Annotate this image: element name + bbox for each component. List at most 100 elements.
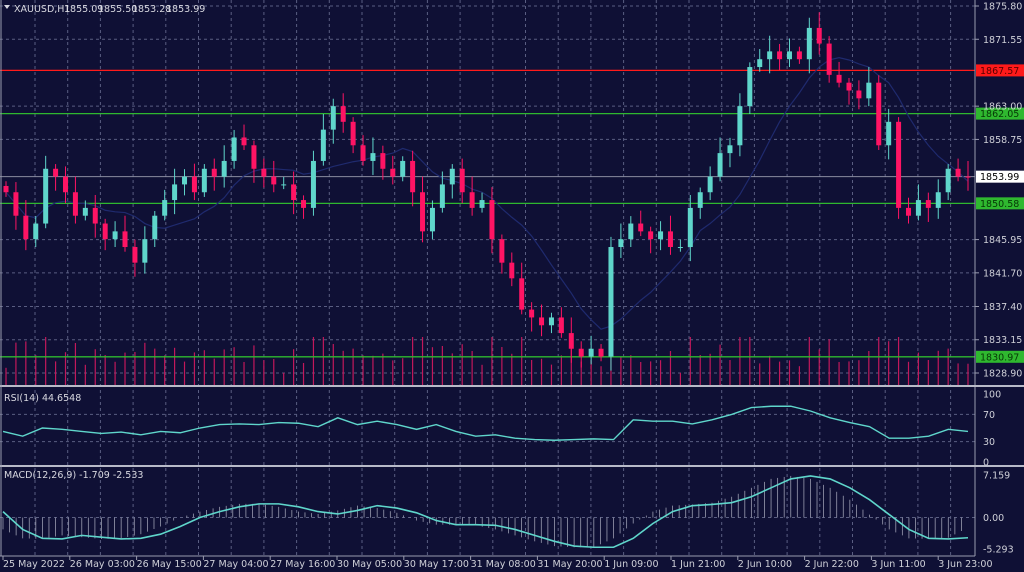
candle-body: [856, 90, 862, 99]
candle-body: [717, 153, 723, 177]
bull-candle: [915, 184, 921, 221]
candle-body: [43, 168, 49, 224]
bear-candle: [519, 262, 525, 315]
bull-candle: [707, 166, 713, 201]
bull-candle: [330, 98, 336, 144]
candle-body: [251, 145, 257, 169]
bull-candle: [608, 236, 614, 371]
bear-candle: [459, 158, 465, 204]
rsi-tick-label: 30: [983, 437, 995, 448]
time-tick-label: 31 May 08:00: [471, 559, 536, 570]
open-value: 1855.09: [64, 4, 103, 15]
candle-body: [132, 247, 138, 263]
bear-candle: [191, 163, 197, 201]
bull-candle: [479, 192, 485, 213]
candle-body: [767, 51, 773, 60]
candle-body: [628, 223, 634, 240]
bull-candle: [628, 216, 634, 248]
bear-candle: [261, 158, 267, 188]
bull-candle: [281, 176, 287, 190]
bear-candle: [896, 117, 902, 219]
candle-body: [529, 309, 535, 318]
candle-body: [429, 207, 435, 232]
time-tick-label: 2 Jun 22:00: [805, 559, 859, 570]
bull-candle: [717, 137, 723, 182]
bull-candle: [767, 35, 773, 74]
candle-body: [142, 239, 148, 263]
level-label: 1850.58: [980, 199, 1019, 210]
time-tick-label: 25 May 2022: [3, 559, 65, 570]
price-tick-label: 1837.40: [983, 302, 1022, 313]
candle-body: [896, 121, 902, 208]
dropdown-triangle-icon[interactable]: [4, 5, 10, 9]
candle-body: [340, 106, 346, 122]
candle-body: [330, 106, 336, 130]
bear-candle: [499, 234, 505, 274]
price-tick-label: 1858.75: [983, 135, 1022, 146]
bear-candle: [63, 166, 69, 204]
low-value: 1853.28: [132, 4, 171, 15]
candle-body: [162, 200, 168, 216]
bull-candle: [172, 168, 178, 215]
bear-candle: [578, 341, 584, 368]
bull-candle: [182, 169, 188, 196]
time-tick-label: 27 May 16:00: [270, 559, 335, 570]
candle-body: [697, 192, 703, 208]
bull-candle: [945, 164, 951, 201]
bear-candle: [539, 304, 545, 337]
bear-candle: [856, 80, 862, 110]
price-tick-label: 1871.55: [983, 35, 1022, 46]
bear-candle: [420, 176, 426, 243]
macd-title: MACD(12,26,9) -1.709 -2.533: [4, 470, 143, 481]
bear-candle: [796, 46, 802, 64]
current-price-label: 1853.99: [980, 172, 1019, 183]
bear-candle: [489, 187, 495, 254]
candle-body: [677, 247, 683, 249]
candle-body: [3, 185, 9, 193]
time-tick-label: 27 May 04:00: [203, 559, 268, 570]
candle-body: [420, 192, 426, 232]
bear-candle: [92, 194, 98, 238]
time-tick-label: 30 May 05:00: [337, 559, 402, 570]
candle-body: [786, 51, 792, 60]
bull-candle: [43, 155, 49, 229]
bear-candle: [509, 252, 515, 287]
bull-candle: [677, 239, 683, 252]
time-tick-label: 3 Jun 11:00: [871, 559, 925, 570]
candle-body: [539, 317, 545, 326]
close-value: 1853.99: [166, 4, 205, 15]
candle-body: [261, 168, 267, 177]
bull-candle: [221, 145, 227, 188]
candle-body: [935, 192, 941, 208]
candle-body: [82, 207, 88, 216]
bull-candle: [400, 156, 406, 182]
candle-body: [965, 176, 971, 178]
high-value: 1855.50: [98, 4, 137, 15]
bull-candle: [806, 17, 812, 74]
candle-body: [182, 176, 188, 185]
candle-body: [747, 67, 753, 107]
candle-body: [568, 333, 574, 349]
bull-candle: [112, 221, 118, 248]
bull-candle: [82, 200, 88, 221]
bull-candle: [439, 171, 445, 213]
bear-candle: [836, 61, 842, 88]
bull-candle: [429, 200, 435, 240]
candle-body: [439, 184, 445, 208]
bear-candle: [271, 160, 277, 193]
macd-tick-label: 0.00: [983, 513, 1004, 524]
bear-candle: [568, 317, 574, 363]
rsi-line: [2, 405, 969, 441]
bull-candle: [737, 93, 743, 157]
candle-body: [598, 348, 604, 357]
bear-candle: [241, 124, 247, 150]
candle-body: [221, 160, 227, 177]
candle-body: [667, 231, 673, 248]
bull-candle: [658, 221, 664, 251]
bull-candle: [320, 113, 326, 166]
candle-body: [757, 59, 763, 68]
bear-candle: [469, 176, 475, 216]
price-levels[interactable]: 1867.57 1862.05 1850.58 1830.97 1853.99: [0, 64, 1024, 363]
